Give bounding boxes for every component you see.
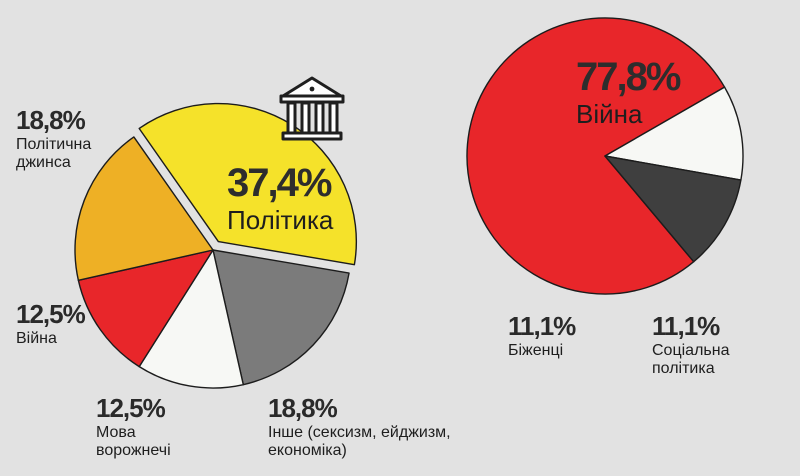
slice-value: 18,8%	[268, 393, 338, 423]
pie-slice-біженці	[604, 155, 742, 263]
slice-label-politics: 37,4% Політика	[227, 160, 333, 236]
slice-value: 18,8%	[16, 105, 86, 135]
slice-name: Війна	[16, 329, 57, 347]
pie-slice-війна	[466, 17, 726, 295]
slice-value: 77,8%	[576, 55, 681, 99]
slice-value: 12,5%	[16, 299, 86, 329]
slice-label-other: 18,8% Інше (сексизм, ейджизм, економіка)	[268, 393, 468, 461]
slice-name: Біженці	[508, 341, 564, 359]
slice-label-political-jeans: 18,8% Політична джинса	[16, 105, 116, 173]
slice-label-war-main: 77,8% Війна	[576, 54, 681, 130]
slice-value: 12,5%	[96, 393, 166, 423]
slice-label-social-policy: 11,1% Соціальна політика	[652, 311, 762, 379]
slice-label-refugees: 11,1% Біженці	[508, 311, 576, 360]
pie-slice-війна	[77, 249, 214, 368]
slice-value: 37,4%	[227, 161, 332, 205]
pie-slice-політична-джинса	[74, 136, 214, 281]
slice-name: Політична джинса	[16, 135, 92, 172]
pie-slice-інше-сексизм-ейджизм-економіка	[212, 249, 350, 386]
slice-value: 11,1%	[652, 311, 720, 341]
slice-label-hate-speech: 12,5% Мова ворожнечі	[96, 393, 206, 461]
slice-name: Війна	[576, 99, 643, 129]
pie-chart-politics-topics	[74, 102, 357, 389]
slice-value: 11,1%	[508, 311, 576, 341]
slice-label-war: 12,5% Війна	[16, 299, 86, 348]
slice-name: Політика	[227, 205, 334, 235]
pie-slice-соціальна-політика	[604, 86, 744, 181]
pie-chart-war-topics	[466, 17, 744, 295]
slice-name: Соціальна політика	[652, 341, 730, 378]
pie-slice-мова-ворожнечі	[138, 249, 244, 389]
government-building-icon	[279, 76, 345, 141]
slice-name: Інше (сексизм, ейджизм, економіка)	[268, 423, 451, 460]
slice-name: Мова ворожнечі	[96, 423, 171, 460]
